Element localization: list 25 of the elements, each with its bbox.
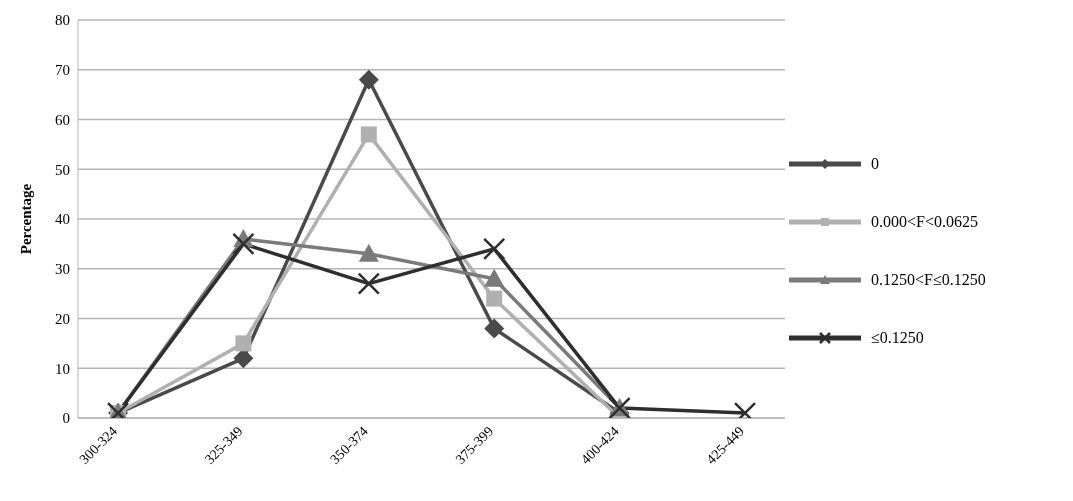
point	[484, 318, 505, 339]
y-tick-label: 10	[55, 360, 70, 377]
y-tick-label: 60	[55, 111, 70, 128]
point	[232, 232, 255, 256]
legend-label: 0.1250<F≤0.1250	[871, 270, 986, 289]
y-tick-label: 40	[55, 211, 70, 228]
legend-label: ≤0.1250	[871, 328, 924, 347]
point	[486, 290, 503, 307]
y-tick-label: 30	[55, 261, 70, 278]
legend-label: 0.000<F<0.0625	[871, 212, 978, 231]
y-tick-label: 50	[55, 161, 70, 178]
point	[360, 126, 377, 143]
y-axis-title: Percentage	[18, 183, 35, 255]
y-tick-label: 20	[55, 310, 70, 327]
point	[233, 348, 254, 369]
point	[357, 272, 381, 295]
point	[358, 69, 379, 90]
legend-label: 0	[871, 154, 879, 173]
point	[358, 243, 379, 262]
y-tick-label: 80	[55, 12, 70, 29]
y-tick-label: 0	[62, 410, 70, 427]
point	[484, 268, 505, 287]
point	[235, 335, 252, 352]
point	[482, 237, 506, 261]
y-tick-label: 70	[55, 62, 70, 79]
